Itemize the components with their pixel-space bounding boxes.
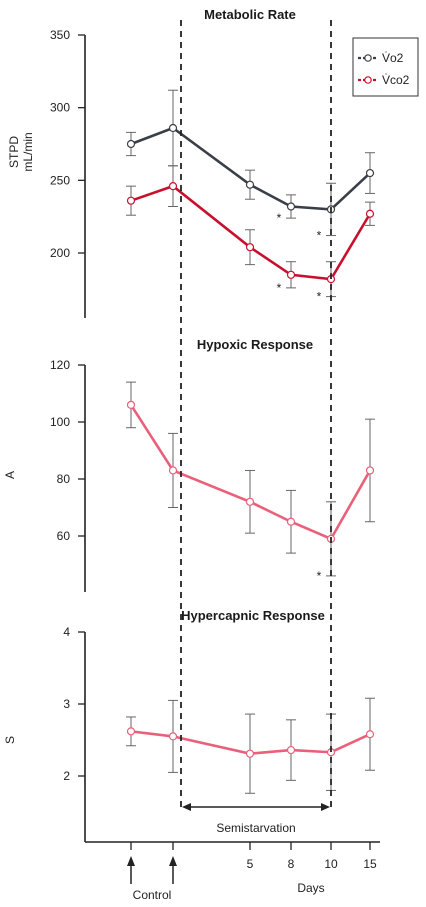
semistarvation-arrow bbox=[182, 803, 330, 811]
panel-2: Hypoxic Response A 60 80 100 120 * bbox=[3, 337, 375, 592]
chart-panels: Metabolic Rate STPD mL/min 200 250 300 350 * * * *… bbox=[3, 7, 419, 842]
panel-title: Metabolic Rate bbox=[204, 7, 296, 22]
significance-marker: * bbox=[277, 281, 282, 295]
legend: V̇o2 V̇co2 bbox=[352, 37, 419, 97]
data-point bbox=[168, 123, 178, 133]
data-point bbox=[168, 732, 178, 741]
legend-marker bbox=[364, 76, 372, 84]
data-point bbox=[365, 209, 375, 218]
data-point bbox=[126, 727, 136, 736]
panel-1: Metabolic Rate STPD mL/min 200 250 300 350 * * * *… bbox=[7, 7, 419, 318]
data-point bbox=[245, 749, 255, 758]
data-point bbox=[126, 196, 136, 205]
semistarvation-label: Semistarvation bbox=[216, 821, 295, 835]
control-arrow-head bbox=[127, 856, 135, 866]
series-1 bbox=[126, 89, 375, 237]
legend-marker bbox=[364, 54, 372, 62]
y-tick-label: 3 bbox=[63, 697, 70, 711]
data-point bbox=[168, 466, 178, 475]
panel-title: Hypoxic Response bbox=[197, 337, 313, 352]
data-point bbox=[286, 745, 296, 755]
y-tick-label: 4 bbox=[63, 625, 70, 639]
y-tick-label: 250 bbox=[50, 173, 70, 187]
legend-box bbox=[352, 37, 419, 97]
significance-marker: * bbox=[317, 569, 322, 583]
series-2 bbox=[126, 165, 375, 298]
data-point bbox=[286, 270, 296, 279]
significance-marker: * bbox=[277, 211, 282, 225]
panel-title: Hypercapnic Response bbox=[181, 608, 325, 623]
y-tick-label: 200 bbox=[50, 246, 70, 260]
legend-label: V̇co2 bbox=[382, 73, 410, 87]
data-point bbox=[245, 243, 255, 252]
series-1 bbox=[126, 381, 375, 577]
data-point bbox=[286, 517, 296, 526]
data-point bbox=[168, 182, 178, 191]
significance-marker: * bbox=[317, 290, 322, 304]
y-tick-label: 300 bbox=[50, 101, 70, 115]
control-arrow-head bbox=[169, 856, 177, 866]
x-tick-label: 5 bbox=[247, 857, 254, 871]
control-label: Control bbox=[133, 888, 172, 902]
legend-item: V̇o2 bbox=[358, 51, 404, 65]
y-axis-label: A bbox=[3, 471, 17, 479]
semistarvation-arrow-head bbox=[321, 803, 330, 811]
data-point bbox=[126, 139, 136, 149]
shared-overlays: 5 8 10 15 Control Days Semistarvation bbox=[85, 20, 380, 902]
significance-marker: * bbox=[317, 229, 322, 243]
data-point bbox=[126, 400, 136, 409]
y-axis-label: STPD bbox=[7, 136, 21, 168]
x-axis-label: Days bbox=[297, 881, 324, 895]
y-tick-label: 60 bbox=[57, 529, 71, 543]
series-1 bbox=[126, 697, 375, 794]
x-tick-label: 15 bbox=[363, 857, 377, 871]
series-line bbox=[130, 126, 371, 211]
series-line bbox=[129, 404, 372, 541]
y-tick-label: 100 bbox=[50, 415, 70, 429]
series-line bbox=[130, 730, 371, 755]
data-point bbox=[365, 466, 375, 475]
data-point bbox=[245, 497, 255, 506]
y-tick-label: 120 bbox=[50, 358, 70, 372]
legend-label: V̇o2 bbox=[382, 51, 404, 65]
x-axis: 5 8 10 15 Control Days bbox=[85, 841, 380, 902]
data-point bbox=[365, 730, 375, 739]
x-tick-label: 10 bbox=[324, 857, 338, 871]
legend-item: V̇co2 bbox=[358, 73, 410, 87]
y-tick-label: 2 bbox=[63, 769, 70, 783]
series-line bbox=[130, 184, 372, 281]
x-tick-label: 8 bbox=[288, 857, 295, 871]
data-point bbox=[245, 180, 255, 189]
y-tick-label: 80 bbox=[57, 472, 71, 486]
y-axis-label: mL/min bbox=[21, 132, 35, 171]
data-point bbox=[286, 202, 296, 211]
y-tick-label: 350 bbox=[50, 28, 70, 42]
y-axis-label: S bbox=[3, 736, 17, 744]
data-point bbox=[365, 168, 375, 178]
semistarvation-arrow-head bbox=[182, 803, 191, 811]
